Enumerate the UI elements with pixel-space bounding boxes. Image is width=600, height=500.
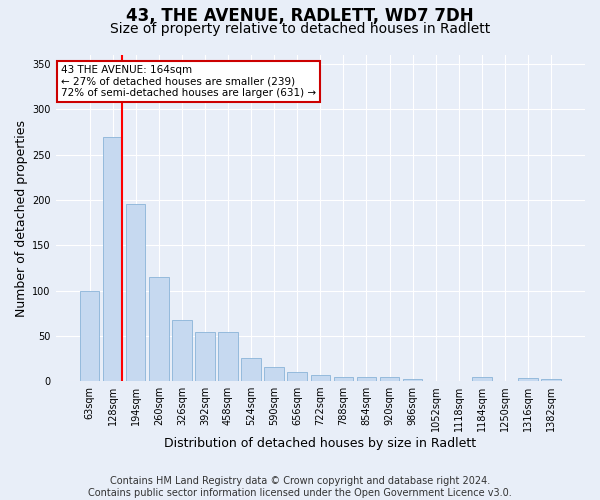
Bar <box>518 378 538 381</box>
Text: 43, THE AVENUE, RADLETT, WD7 7DH: 43, THE AVENUE, RADLETT, WD7 7DH <box>126 8 474 26</box>
Bar <box>265 366 284 381</box>
Bar <box>241 358 261 381</box>
Text: Contains HM Land Registry data © Crown copyright and database right 2024.
Contai: Contains HM Land Registry data © Crown c… <box>88 476 512 498</box>
Bar <box>103 136 122 381</box>
Bar <box>149 277 169 381</box>
Bar <box>126 204 145 381</box>
Bar <box>472 378 491 381</box>
Text: Size of property relative to detached houses in Radlett: Size of property relative to detached ho… <box>110 22 490 36</box>
Bar <box>172 320 191 381</box>
Bar <box>218 332 238 381</box>
Bar <box>287 372 307 381</box>
Bar <box>356 376 376 381</box>
Bar <box>311 374 330 381</box>
Y-axis label: Number of detached properties: Number of detached properties <box>15 120 28 316</box>
Bar <box>80 290 100 381</box>
Bar <box>541 380 561 381</box>
Bar <box>334 376 353 381</box>
Bar <box>380 376 400 381</box>
Bar <box>403 380 422 381</box>
Bar <box>195 332 215 381</box>
Text: 43 THE AVENUE: 164sqm
← 27% of detached houses are smaller (239)
72% of semi-det: 43 THE AVENUE: 164sqm ← 27% of detached … <box>61 65 316 98</box>
X-axis label: Distribution of detached houses by size in Radlett: Distribution of detached houses by size … <box>164 437 476 450</box>
